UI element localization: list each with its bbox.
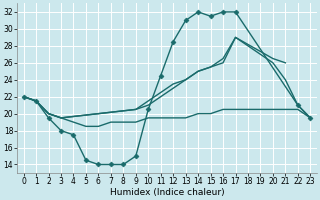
X-axis label: Humidex (Indice chaleur): Humidex (Indice chaleur): [110, 188, 224, 197]
